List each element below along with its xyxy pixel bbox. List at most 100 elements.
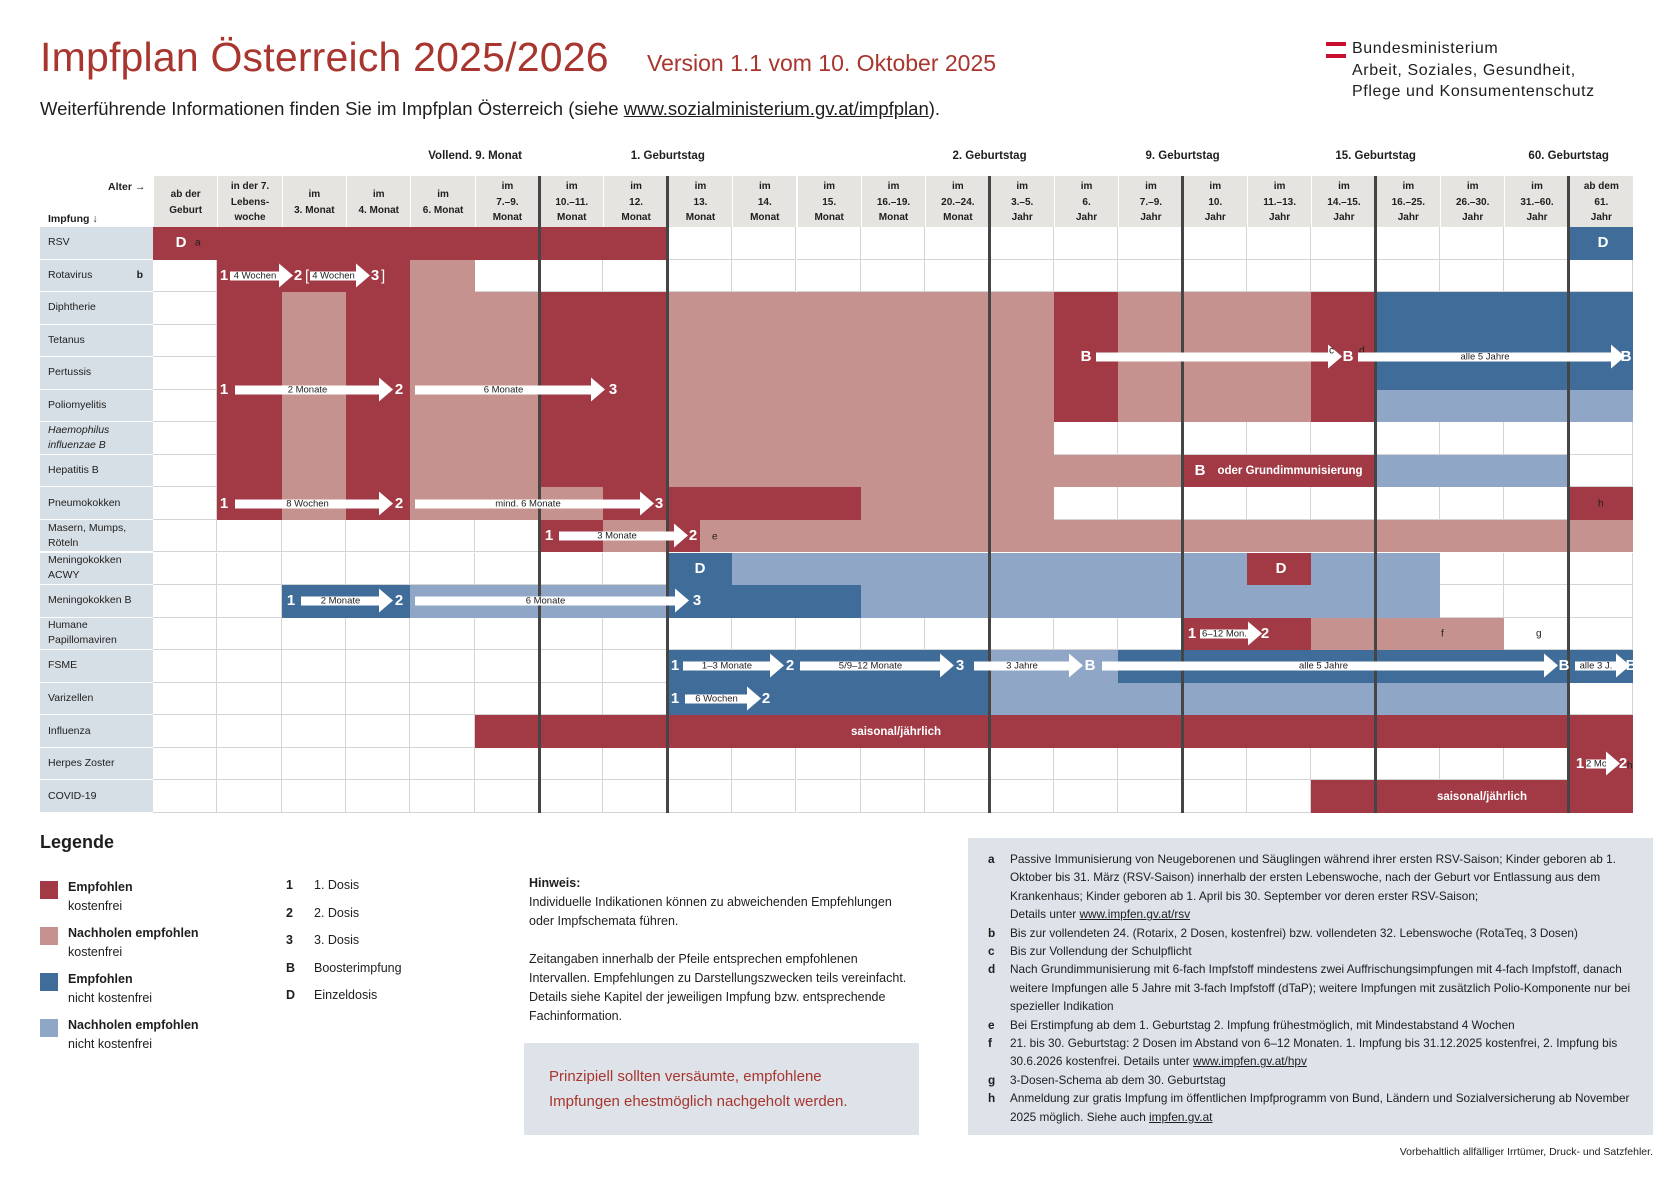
row-label-text: Haemophilus influenzae B (48, 424, 110, 452)
column-header-3: im 4. Monat (347, 176, 411, 227)
grid-cell (346, 715, 411, 748)
footnote-g: g 3-Dosen-Schema ab dem 30. Geburtstag (988, 1071, 1633, 1089)
column-header-line: 61. (1594, 196, 1609, 208)
grid-cell (410, 552, 475, 586)
interval-arrow: alle 3 J. (1575, 653, 1630, 678)
interval-arrow-label: 2 Monate (235, 385, 380, 395)
grid-cell (153, 389, 218, 423)
footnote-key: b (988, 925, 996, 940)
dose-marker: 2 (293, 266, 303, 284)
grid-cell (1053, 422, 1119, 455)
legend-sub: kostenfrei (68, 899, 123, 913)
row-label-3: Tetanus (40, 324, 153, 358)
grid-cell (1118, 617, 1183, 651)
interval-arrow-label: 4 Wochen (310, 271, 357, 281)
grid-cell (217, 780, 282, 813)
dose-marker: 2 (761, 689, 771, 707)
row-label-text: Tetanus (48, 333, 85, 346)
schedule-bar (153, 227, 668, 260)
legend-dose-key: D (286, 988, 296, 1002)
grid-cell (603, 747, 668, 781)
column-header-line: 14. (757, 196, 772, 208)
interval-arrow-label: 6 Monate (415, 596, 676, 606)
schedule-bar (1568, 227, 1634, 260)
dose-marker: 1 (1187, 624, 1197, 642)
grid-cell (1311, 227, 1376, 260)
legend-bold: Nachholen empfohlen (68, 1018, 199, 1032)
column-header-line: im (887, 181, 900, 192)
legend-text: Empfohlen kostenfrei (68, 878, 133, 916)
grid-cell (1182, 780, 1247, 813)
dose-marker: B (1620, 348, 1632, 366)
column-header-line: im (501, 181, 514, 192)
covid-label: saisonal/jährlich (1436, 790, 1528, 803)
grid-cell (860, 617, 926, 651)
column-header-line: 4. Monat (358, 204, 399, 216)
footnote-link[interactable]: www.impfen.gv.at/hpv (1192, 1054, 1307, 1069)
grid-cell (217, 519, 282, 553)
grid-cell (410, 617, 475, 651)
row-label-text: Meningokokken B (48, 594, 132, 607)
interval-arrow: 6–12 Mon. (1200, 621, 1262, 646)
footnote-key: c (988, 944, 995, 959)
grid-cell (539, 780, 604, 813)
arrow-head-icon (591, 377, 605, 402)
column-header-line: 10. (1208, 196, 1223, 208)
hinweis-p2: Zeitangaben innerhalb der Pfeile entspre… (529, 952, 907, 1023)
footnote-text: Bis zur Vollendung der Schulpflicht (1010, 942, 1192, 960)
grid-cell (1440, 259, 1505, 293)
column-header-line: 6. (1082, 196, 1091, 208)
dose-marker: 2 (1618, 755, 1628, 773)
column-header-line: Jahr (1397, 212, 1419, 223)
column-header-line: Monat (557, 212, 587, 223)
column-header-4: im 6. Monat (411, 176, 475, 227)
milestone-divider (1181, 176, 1185, 813)
austria-flag-icon (1326, 42, 1346, 58)
column-header-2: im 3. Monat (282, 176, 347, 227)
column-header-line: Jahr (1011, 212, 1033, 223)
grid-cell (153, 324, 218, 358)
interval-arrow-label: 5/9–12 Monate (800, 661, 941, 671)
column-header-line: im (437, 189, 449, 200)
grid-cell (989, 780, 1054, 813)
row-label-5: Poliomyelitis (40, 389, 153, 423)
arrow-head-icon (379, 491, 393, 516)
grid-cell (410, 715, 475, 748)
grid-cell (346, 552, 411, 586)
grid-cell (474, 780, 540, 813)
grid-cell (667, 259, 733, 293)
impfplan-link[interactable]: www.sozialministerium.gv.at/impfplan (623, 98, 929, 119)
grid-cell (1118, 422, 1183, 455)
column-header-line: ab dem (1583, 181, 1619, 192)
row-label-15: Influenza (40, 715, 153, 748)
grid-cell (1053, 227, 1119, 260)
legend-swatch (40, 973, 58, 991)
interval-arrow: 2 Monate (235, 377, 393, 402)
grid-cell (1440, 585, 1505, 618)
column-header-line: Monat (943, 212, 973, 223)
column-header-line: 7.–9. (496, 196, 519, 208)
arrow-head-icon (1248, 621, 1262, 646)
grid-cell (153, 454, 218, 488)
column-header-7: im 12. Monat (604, 176, 668, 227)
milestone-divider (1567, 176, 1571, 813)
milestone-divider (537, 176, 541, 813)
column-header-line: 3. Monat (294, 204, 335, 216)
footnote-link[interactable]: impfen.gv.at (1149, 1109, 1213, 1124)
interval-arrow: 2 Mon. (1586, 751, 1620, 776)
footnote-text: Passive Immunisierung von Neugeborenen u… (1010, 850, 1633, 924)
row-label-text: RSV (48, 236, 70, 249)
column-header-line: Jahr (1462, 212, 1484, 223)
footnote-text: 21. bis 30. Geburtstag: 2 Dosen im Absta… (1010, 1034, 1633, 1071)
row-label-1: Rotavirus b (40, 259, 153, 293)
milestone-label-5: 60. Geburtstag (1528, 150, 1609, 162)
dose-marker: 1 (219, 380, 229, 398)
footnote-body: Bei Erstimpfung ab dem 1. Geburtstag 2. … (1010, 1017, 1515, 1032)
legend-dose-item: 2 2. Dosis (286, 906, 359, 920)
row-label-text: Varizellen (48, 691, 94, 704)
grid-cell (217, 585, 282, 618)
footnote-body2: Details unter (1010, 907, 1080, 922)
column-header-line: 13. (693, 196, 708, 208)
interval-arrow-label: 4 Wochen (230, 271, 280, 281)
footnote-link[interactable]: www.impfen.gv.at/rsv (1079, 907, 1191, 922)
